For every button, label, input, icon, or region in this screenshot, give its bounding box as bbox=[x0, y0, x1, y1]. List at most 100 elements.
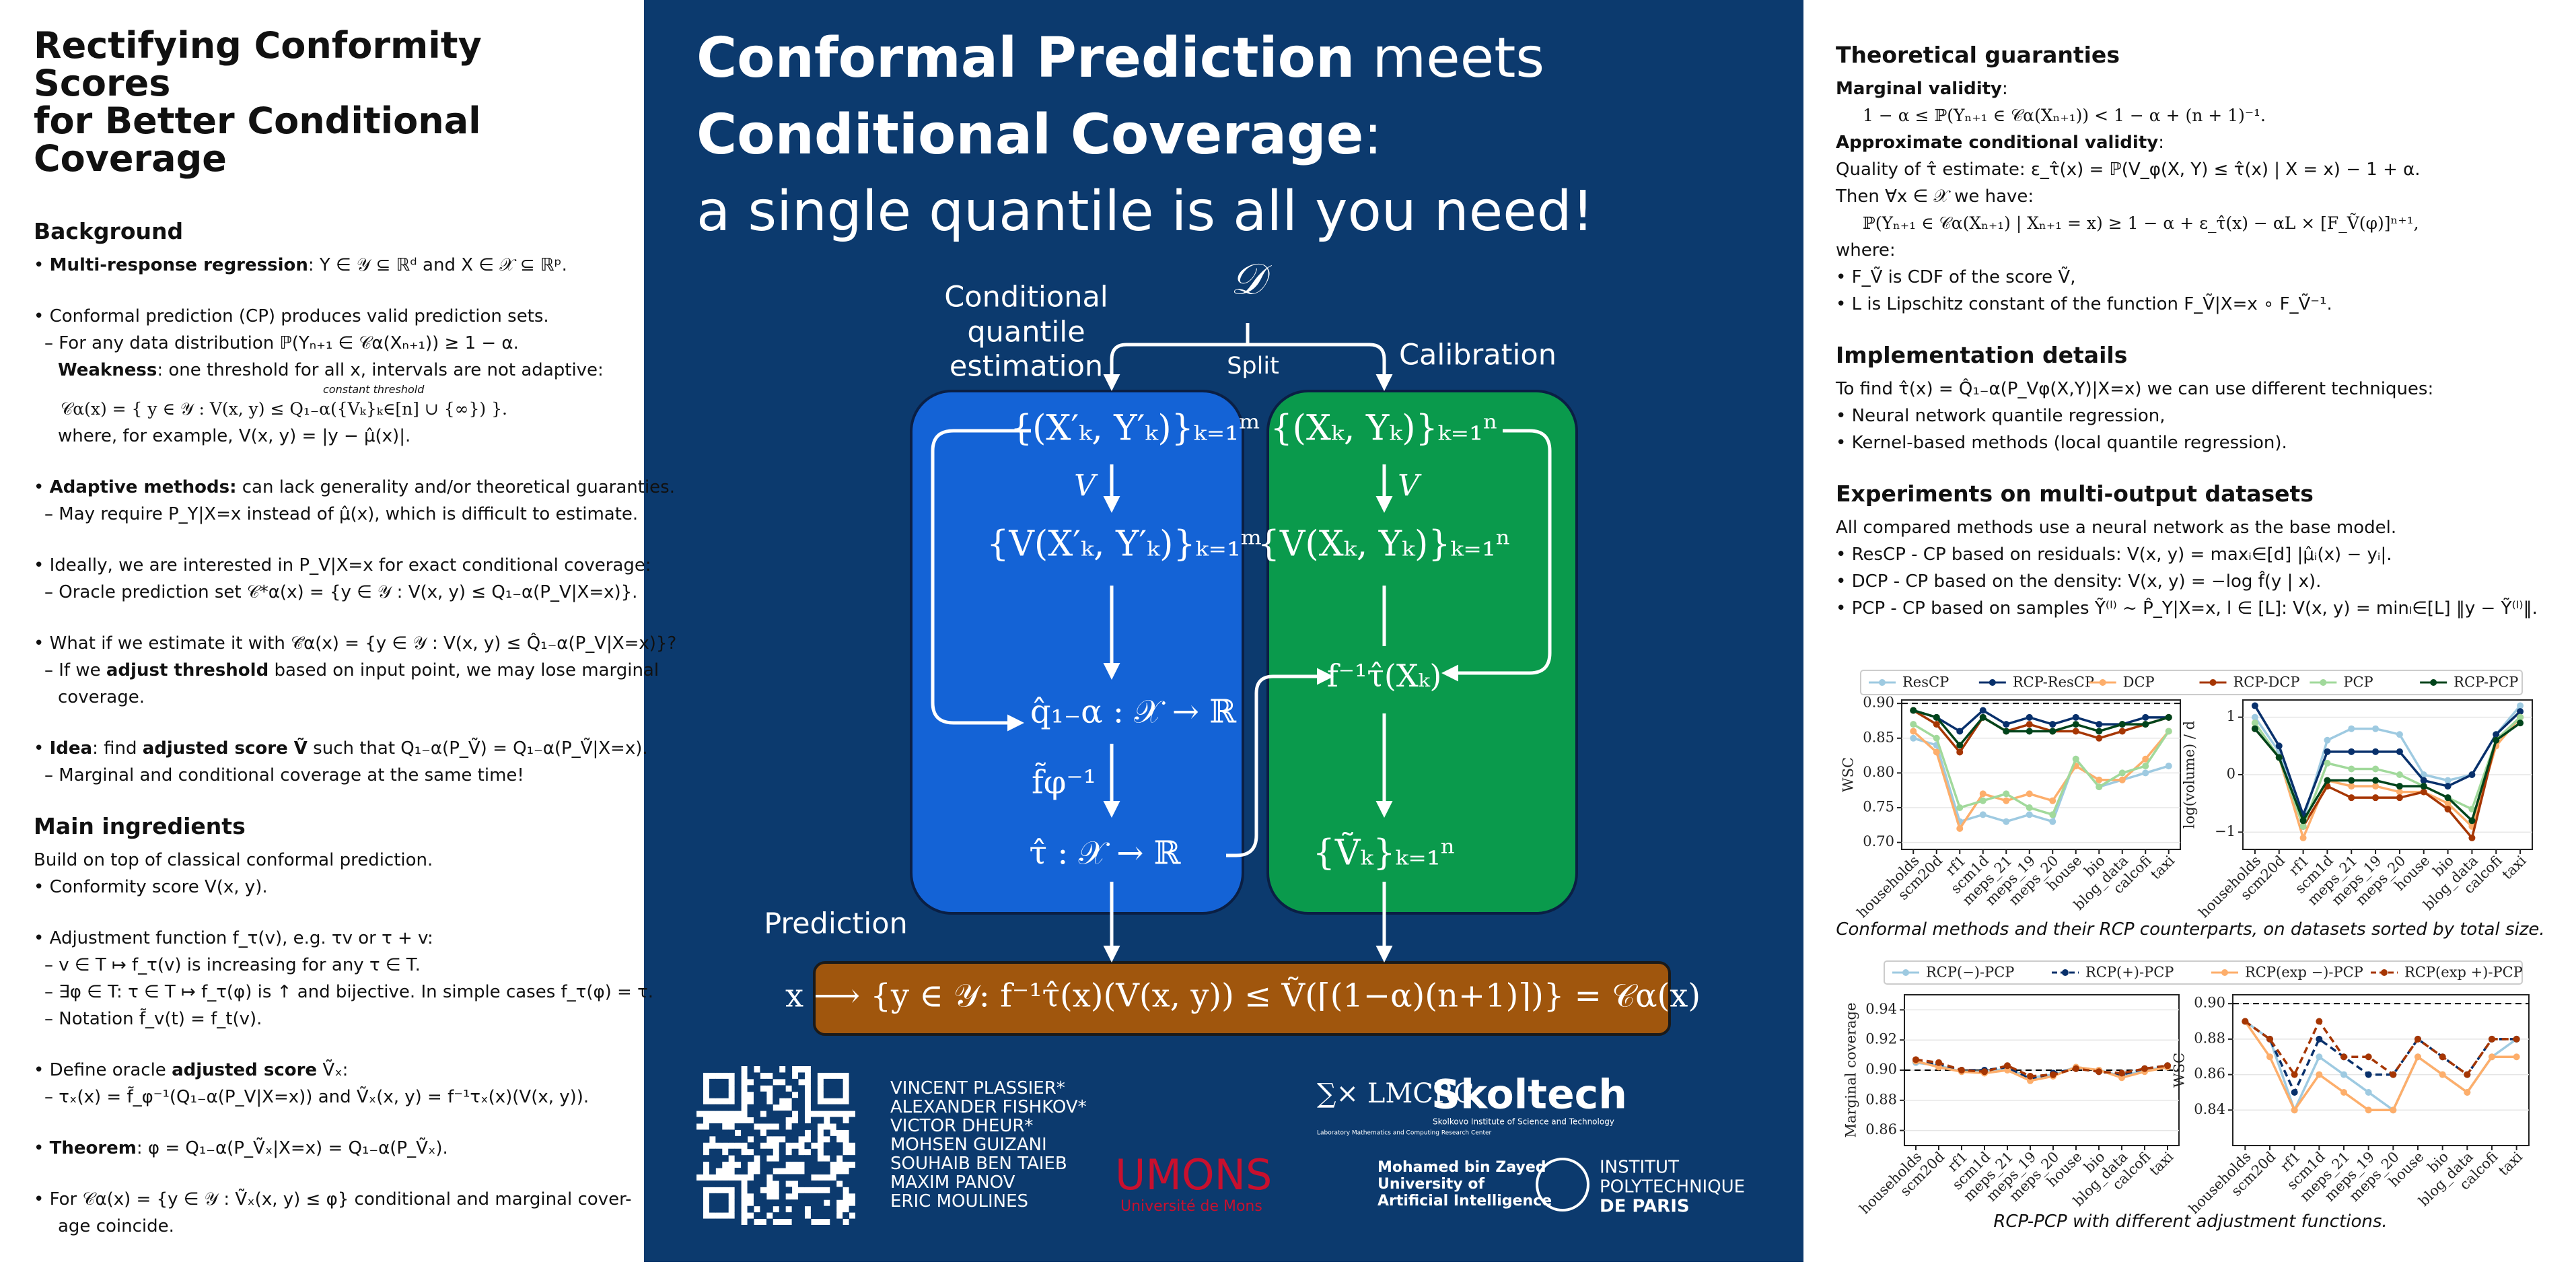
qr-module bbox=[734, 1066, 742, 1073]
series-line bbox=[2244, 1020, 2517, 1096]
qr-module bbox=[709, 1161, 716, 1168]
qr-module bbox=[721, 1091, 729, 1098]
qr-module bbox=[703, 1180, 710, 1187]
qr-module bbox=[709, 1148, 716, 1156]
qr-module bbox=[798, 1129, 805, 1137]
qr-module bbox=[830, 1218, 837, 1226]
qr-module bbox=[798, 1155, 805, 1162]
data-point bbox=[1956, 825, 1964, 833]
text: based on input point, we may lose margin… bbox=[269, 660, 659, 680]
data-point bbox=[2372, 794, 2380, 802]
legend-label: RCP(exp +)-PCP bbox=[2404, 964, 2523, 981]
data-point bbox=[2372, 783, 2380, 790]
data-point bbox=[1956, 804, 1964, 812]
data-point bbox=[2004, 1062, 2011, 1069]
qr-module bbox=[747, 1129, 754, 1137]
qr-module bbox=[785, 1078, 793, 1086]
data-point bbox=[2049, 818, 2056, 825]
text: Quality of τ̂ estimate: ε_τ̂(x) = ℙ(V_φ(… bbox=[1836, 160, 2421, 180]
data-point bbox=[2365, 1088, 2372, 1096]
logo-emblem bbox=[1536, 1158, 1589, 1212]
qr-module bbox=[830, 1212, 837, 1220]
data-point bbox=[2365, 1071, 2372, 1078]
y-tick-label: 0.86 bbox=[2194, 1065, 2225, 1082]
logo: Skoltech bbox=[1431, 1072, 1627, 1119]
text: ∃φ ∈ T: τ ∈ T ↦ f_τ(φ) is ↑ and bijectiv… bbox=[59, 982, 653, 1002]
author: MAXIM PANOV bbox=[890, 1172, 1015, 1193]
qr-module bbox=[779, 1205, 786, 1213]
legend-label: RCP-ResCP bbox=[2013, 674, 2094, 691]
bold-text: adjusted score Ṽ bbox=[142, 738, 308, 759]
qr-module bbox=[785, 1174, 793, 1181]
data-point bbox=[1912, 1056, 1919, 1063]
text-line: To find τ̂(x) = Q̂₁₋α(P_Vφ(X,Y)|X=x) we … bbox=[1836, 376, 2563, 402]
qr-module bbox=[747, 1123, 754, 1130]
qr-module bbox=[785, 1135, 793, 1143]
qr-module bbox=[721, 1135, 729, 1143]
section-heading: Implementation details bbox=[1836, 342, 2128, 368]
qr-module bbox=[728, 1218, 736, 1226]
text: Build on top of classical conformal pred… bbox=[34, 850, 433, 870]
series-line bbox=[2244, 1019, 2517, 1078]
data-point bbox=[2324, 736, 2331, 744]
author: ERIC MOULINES bbox=[890, 1191, 1029, 1212]
qr-module bbox=[810, 1148, 818, 1156]
text: : one threshold for all x, intervals are… bbox=[157, 360, 604, 380]
data-point bbox=[1956, 728, 1964, 735]
qr-module bbox=[715, 1155, 723, 1162]
data-point bbox=[2316, 1035, 2323, 1043]
bold-text: adjust threshold bbox=[106, 660, 269, 680]
qr-module bbox=[823, 1078, 830, 1086]
data-point bbox=[2275, 742, 2283, 750]
text: coverage. bbox=[58, 687, 145, 707]
text-line: constant threshold bbox=[34, 384, 626, 396]
series-line bbox=[1915, 1058, 2168, 1078]
data-point bbox=[1956, 742, 1964, 749]
data-point bbox=[2348, 777, 2355, 784]
qr-module bbox=[849, 1180, 856, 1187]
qr-module bbox=[715, 1135, 723, 1143]
plot-area bbox=[2232, 994, 2530, 1146]
section: Implementation details To find τ̂(x) = Q̂… bbox=[1836, 342, 2563, 456]
data-point bbox=[2348, 725, 2355, 732]
qr-module bbox=[779, 1187, 786, 1194]
text-line: Multi-response regression: Y ∈ 𝒴 ⊆ ℝᵈ an… bbox=[34, 252, 626, 279]
data-point bbox=[2096, 734, 2103, 742]
qr-module bbox=[810, 1104, 818, 1111]
legend-marker bbox=[2430, 679, 2437, 686]
data-point bbox=[2365, 1107, 2372, 1114]
qr-module bbox=[703, 1104, 710, 1111]
x-tick-label: taxi bbox=[2495, 1148, 2526, 1179]
qr-module bbox=[721, 1155, 729, 1162]
qr-module bbox=[849, 1085, 856, 1092]
qr-module bbox=[836, 1123, 843, 1130]
qr-module bbox=[830, 1148, 837, 1156]
data-point bbox=[2439, 1053, 2446, 1061]
qr-module bbox=[753, 1091, 760, 1098]
qr-module bbox=[849, 1205, 856, 1213]
data-point bbox=[1933, 734, 1940, 742]
data-point bbox=[2251, 713, 2258, 721]
qr-module bbox=[817, 1117, 824, 1124]
qr-module bbox=[785, 1091, 793, 1098]
qr-module bbox=[791, 1199, 799, 1207]
qr-module bbox=[836, 1085, 843, 1092]
qr-module bbox=[810, 1180, 818, 1187]
text: Adjustment function f_τ(v), e.g. τv or τ… bbox=[49, 928, 433, 948]
qr-module bbox=[709, 1205, 716, 1213]
qr-module bbox=[830, 1187, 837, 1194]
qr-module bbox=[849, 1168, 856, 1174]
qr-module bbox=[741, 1168, 748, 1174]
data-point bbox=[2390, 1107, 2397, 1114]
qr-module bbox=[753, 1180, 760, 1187]
qr-module bbox=[721, 1066, 729, 1073]
arrow bbox=[1103, 323, 1250, 391]
qr-module bbox=[753, 1187, 760, 1194]
qr-module bbox=[849, 1066, 856, 1073]
qr-module bbox=[741, 1123, 748, 1130]
qr-module bbox=[728, 1135, 736, 1143]
data-point bbox=[2026, 713, 2033, 721]
qr-module bbox=[728, 1148, 736, 1156]
qr-module bbox=[798, 1174, 805, 1181]
data-point bbox=[2348, 748, 2355, 755]
